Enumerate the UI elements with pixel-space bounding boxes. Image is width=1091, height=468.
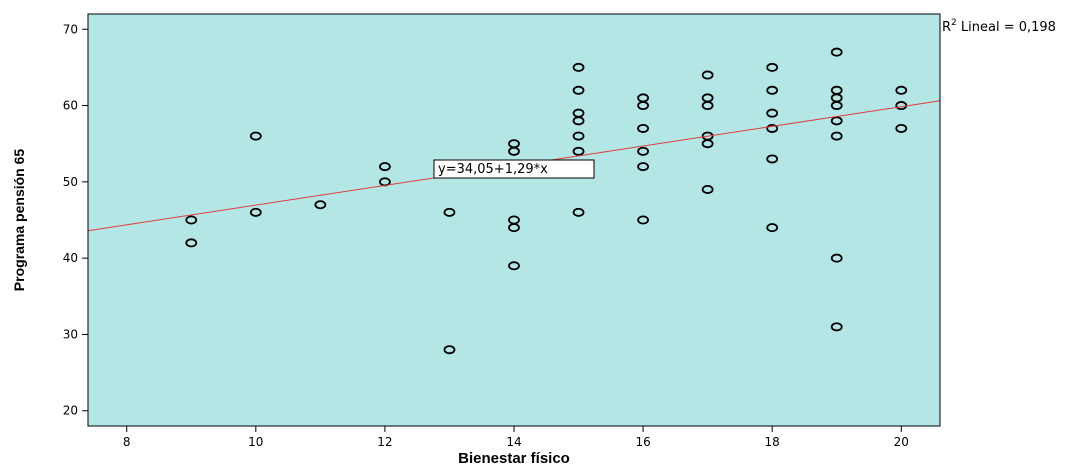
y-tick-label: 40 <box>63 251 78 265</box>
equation-label: y=34,05+1,29*x <box>438 162 548 177</box>
equation-box <box>433 159 595 179</box>
y-tick-label: 70 <box>63 22 78 36</box>
r2-label: R2 Lineal = 0,198 <box>942 18 1056 35</box>
data-point <box>830 131 843 141</box>
x-axis: 8 10 12 14 16 18 20 <box>123 426 909 449</box>
data-point <box>701 70 714 80</box>
data-point <box>766 85 779 95</box>
x-tick-label: 18 <box>765 435 780 449</box>
data-point <box>766 123 779 133</box>
data-point <box>443 207 456 217</box>
y-tick-label: 30 <box>63 327 78 341</box>
data-point <box>766 108 779 118</box>
x-tick-label: 14 <box>506 435 521 449</box>
data-point <box>637 123 649 133</box>
data-point <box>185 215 198 225</box>
data-point <box>572 62 585 72</box>
data-point <box>895 123 908 133</box>
data-point <box>830 101 843 111</box>
data-point <box>830 322 843 332</box>
data-point <box>443 345 456 355</box>
r2-value: Lineal = 0,198 <box>957 20 1056 35</box>
data-point <box>766 223 779 233</box>
data-point <box>830 253 843 263</box>
data-point <box>572 146 585 156</box>
y-tick-label: 50 <box>63 175 78 189</box>
data-point <box>637 101 649 111</box>
plot-area <box>88 14 940 426</box>
data-point <box>572 116 585 126</box>
r2-superscript: 2 <box>951 18 957 28</box>
data-point <box>314 200 327 210</box>
data-point <box>508 223 520 233</box>
data-point <box>637 215 649 225</box>
data-point <box>249 207 262 217</box>
data-point <box>379 162 391 172</box>
data-point <box>249 131 262 141</box>
data-point <box>701 184 714 194</box>
x-tick-label: 8 <box>123 435 131 449</box>
equation-annotation: y=34,05+1,29*x <box>433 159 595 179</box>
data-point <box>572 85 585 95</box>
data-point <box>766 62 779 72</box>
y-tick-label: 20 <box>63 404 78 418</box>
data-point <box>185 238 198 248</box>
data-point <box>766 154 779 164</box>
data-point <box>637 146 649 156</box>
data-point <box>508 261 520 271</box>
data-point <box>572 131 585 141</box>
data-point <box>830 116 843 126</box>
x-tick-label: 20 <box>894 435 909 449</box>
x-tick-label: 12 <box>377 435 392 449</box>
data-point <box>572 207 585 217</box>
x-tick-label: 16 <box>635 435 650 449</box>
data-point <box>701 101 714 111</box>
x-axis-title: Bienestar físico <box>458 450 570 467</box>
y-axis: 20 30 40 50 60 70 <box>63 22 88 418</box>
x-tick-label: 10 <box>248 435 263 449</box>
data-point <box>508 146 520 156</box>
r2-letter: R <box>942 20 951 35</box>
data-point <box>895 85 908 95</box>
y-tick-label: 60 <box>63 99 78 113</box>
y-axis-title: Programa pensión 65 <box>11 149 27 292</box>
data-points <box>185 47 908 355</box>
data-point <box>701 139 714 149</box>
data-point <box>637 162 649 172</box>
data-point <box>830 47 843 57</box>
